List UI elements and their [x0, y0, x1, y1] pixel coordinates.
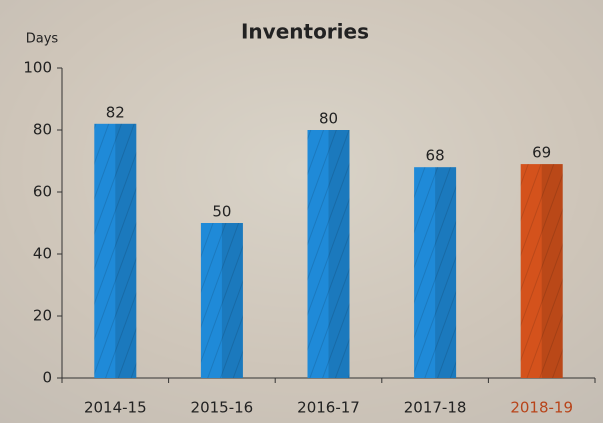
bar-stripes [520, 164, 563, 378]
x-tick-label: 2016-17 [297, 399, 360, 417]
bar-stripes [414, 167, 457, 378]
x-tick-label: 2018-19 [510, 399, 573, 417]
chart-title: Inventories [241, 20, 369, 44]
data-label: 50 [212, 203, 231, 221]
y-tick-label: 80 [33, 121, 52, 139]
y-tick-label: 0 [42, 369, 52, 387]
y-tick-label: 100 [23, 59, 52, 77]
x-tick-label: 2015-16 [191, 399, 254, 417]
x-tick-label: 2017-18 [404, 399, 467, 417]
y-tick-label: 20 [33, 307, 52, 325]
data-label: 69 [532, 144, 551, 162]
bar-stripes [94, 123, 137, 378]
y-tick-label: 40 [33, 245, 52, 263]
data-label: 80 [319, 110, 338, 128]
data-label: 82 [106, 103, 125, 121]
x-tick-label: 2014-15 [84, 399, 147, 417]
y-axis-label: Days [26, 32, 59, 47]
data-label: 68 [426, 147, 445, 165]
bar-stripes [307, 130, 350, 378]
y-tick-label: 60 [33, 183, 52, 201]
bar-stripes [200, 223, 243, 378]
